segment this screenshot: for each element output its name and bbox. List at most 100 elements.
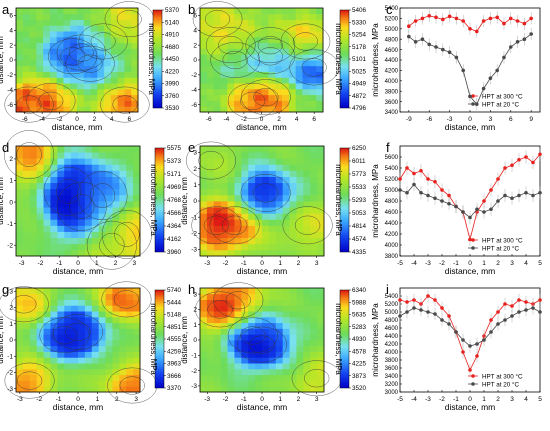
heatmap-cell xyxy=(84,176,93,184)
heatmap-cell xyxy=(303,351,311,358)
heatmap-cell xyxy=(220,25,228,32)
heatmap-cell xyxy=(247,25,256,32)
data-point xyxy=(398,298,402,302)
heatmap-cell xyxy=(255,380,263,387)
heatmap-cell xyxy=(84,243,93,251)
heatmap-cell xyxy=(64,164,72,171)
heatmap-cell xyxy=(288,13,297,20)
heatmap-cell xyxy=(133,299,141,306)
heatmap-cell xyxy=(57,311,65,318)
heatmap-cell xyxy=(50,368,58,376)
heatmap-cell xyxy=(64,243,72,251)
heatmap-cell xyxy=(213,249,222,257)
y-tick-label: 2 xyxy=(193,307,197,314)
heatmap-cell xyxy=(275,368,284,376)
heatmap-cell xyxy=(29,182,38,190)
heatmap-cell xyxy=(317,249,325,257)
heatmap-cell xyxy=(57,368,65,376)
heatmap-cell xyxy=(22,19,30,26)
heatmap-cell xyxy=(261,65,269,72)
heatmap-cell xyxy=(282,299,290,306)
y-tick-label: 4200 xyxy=(385,232,399,238)
data-point xyxy=(405,310,409,314)
heatmap-cell xyxy=(255,249,263,257)
x-tick-label: -6 xyxy=(426,116,432,123)
heatmap-cell xyxy=(317,194,325,202)
heatmap-cell xyxy=(16,363,24,370)
y-axis-label: distance, mm xyxy=(0,36,5,84)
heatmap-cell xyxy=(241,158,249,165)
heatmap-cell xyxy=(97,8,105,15)
heatmap-cell xyxy=(57,328,65,335)
heatmap-cell xyxy=(234,334,242,341)
heatmap-cell xyxy=(220,106,228,113)
heatmap-cell xyxy=(213,31,221,38)
heatmap-cell xyxy=(70,25,78,32)
heatmap-cell xyxy=(71,357,79,364)
heatmap-cell xyxy=(83,100,91,107)
heatmap-cell xyxy=(255,219,263,226)
heatmap-cell xyxy=(16,158,24,165)
x-tick-label: 0 xyxy=(468,396,472,403)
heatmap-cell xyxy=(117,8,125,15)
heatmap-cell xyxy=(78,201,86,208)
heatmap-cell xyxy=(126,311,134,318)
heatmap-cell xyxy=(234,322,242,329)
heatmap-cell xyxy=(234,36,242,44)
heatmap-cell xyxy=(310,299,318,306)
heatmap-cell xyxy=(29,328,38,335)
heatmap-cell xyxy=(268,194,277,202)
heatmap-cell xyxy=(84,219,93,226)
heatmap-cell xyxy=(317,293,325,300)
heatmap-cell xyxy=(220,231,228,239)
heatmap-cell xyxy=(78,351,86,358)
heatmap-cell xyxy=(36,237,44,245)
heatmap-cell xyxy=(22,94,30,101)
heatmap-cell xyxy=(78,243,86,251)
heatmap-cell xyxy=(64,219,72,226)
heatmap-cell xyxy=(241,19,249,26)
data-point xyxy=(468,27,472,31)
heatmap-cell xyxy=(234,288,242,295)
heatmap-cell xyxy=(248,368,256,376)
heatmap-cell xyxy=(98,231,106,239)
heatmap-cell xyxy=(43,345,51,352)
heatmap-cell xyxy=(131,65,139,72)
heatmap-cell xyxy=(227,340,235,347)
colorbar-tick-label: 3990 xyxy=(165,81,180,88)
heatmap-cell xyxy=(36,106,44,113)
heatmap-cell xyxy=(29,219,38,226)
heatmap-cell xyxy=(213,54,221,61)
heatmap-cell xyxy=(70,77,78,84)
data-point xyxy=(426,310,430,314)
heatmap-cell xyxy=(227,380,235,387)
heatmap-cell xyxy=(234,201,242,208)
y-tick-label: 4200 xyxy=(385,342,399,348)
heatmap-cell xyxy=(206,152,215,159)
heatmap-cell xyxy=(241,363,249,370)
heatmap-cell xyxy=(70,19,78,26)
data-point xyxy=(495,15,499,20)
contour-line xyxy=(192,1,243,38)
x-tick-label: 3 xyxy=(133,260,137,267)
y-tick-label: 3 xyxy=(193,291,197,298)
heatmap-cell xyxy=(200,158,208,165)
heatmap-cell xyxy=(213,311,222,318)
heatmap-cell xyxy=(133,213,141,220)
contour-line xyxy=(240,91,266,110)
heatmap-cell xyxy=(302,83,310,90)
heatmap-cell xyxy=(71,316,79,324)
heatmap-cell xyxy=(227,42,235,49)
heatmap-cell xyxy=(282,164,290,171)
heatmap-cell xyxy=(98,316,106,324)
heatmap-cell xyxy=(247,106,256,113)
heatmap-cell xyxy=(36,334,44,341)
heatmap-cell xyxy=(71,328,79,335)
heatmap-cell xyxy=(78,386,86,393)
heatmap-cell xyxy=(70,36,78,44)
heatmap-cell xyxy=(268,54,276,61)
contour-line xyxy=(205,27,256,64)
y-tick-label: 5000 xyxy=(385,310,399,316)
heatmap-cell xyxy=(124,54,132,61)
